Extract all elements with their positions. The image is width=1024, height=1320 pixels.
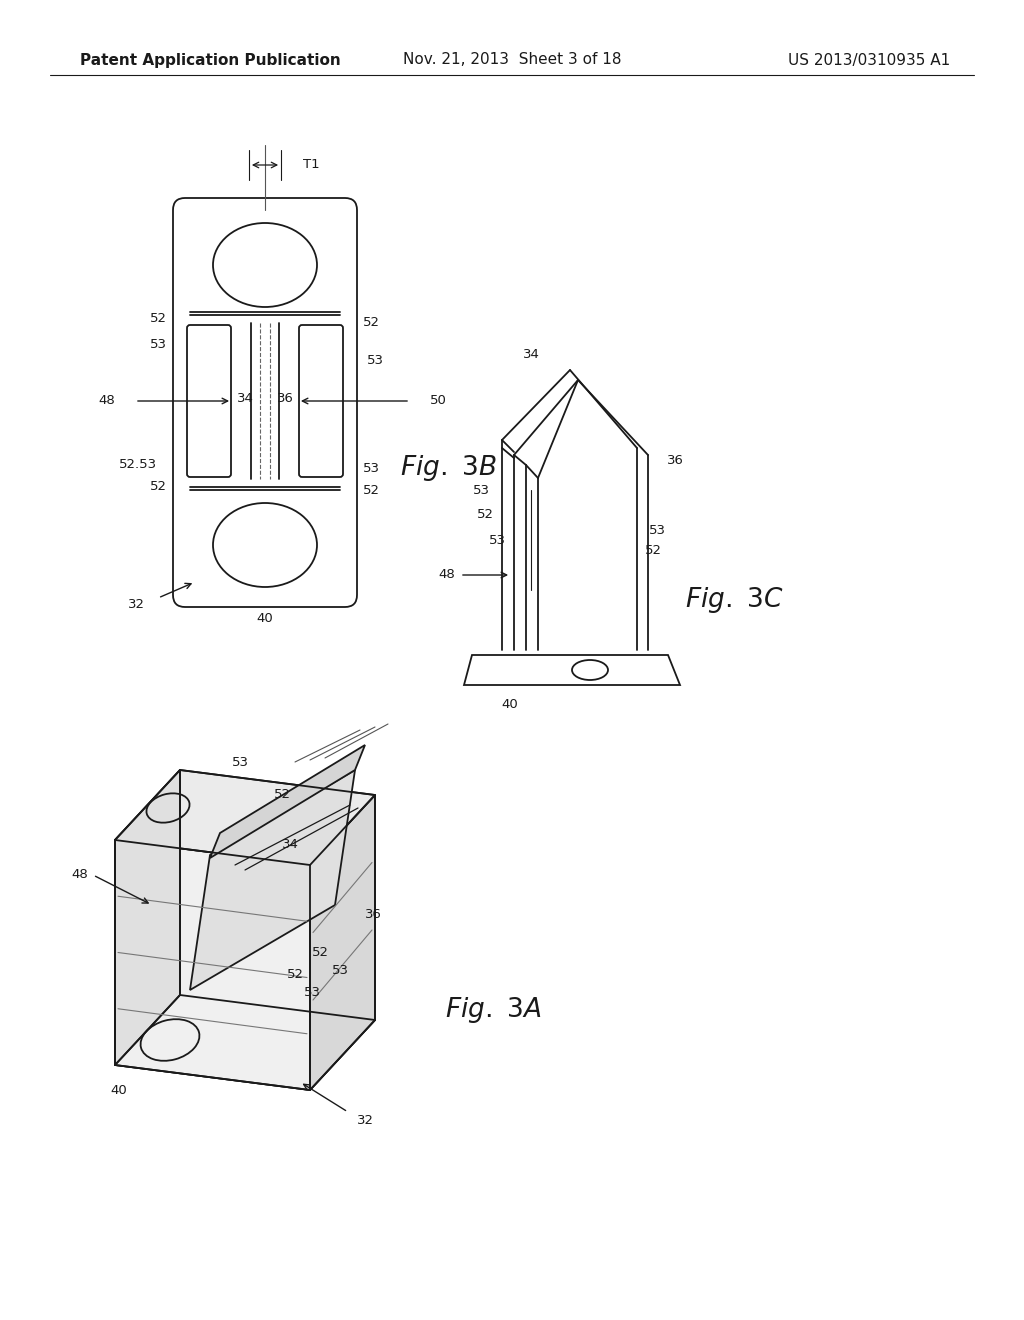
Text: 52: 52 xyxy=(645,544,662,557)
Text: $\mathit{Fig.}\ \mathit{3A}$: $\mathit{Fig.}\ \mathit{3A}$ xyxy=(445,995,542,1026)
Polygon shape xyxy=(310,795,375,1090)
Text: Patent Application Publication: Patent Application Publication xyxy=(80,53,341,67)
Text: 34: 34 xyxy=(523,348,540,362)
Text: 32: 32 xyxy=(356,1114,374,1126)
Text: 40: 40 xyxy=(110,1084,127,1097)
Text: 53: 53 xyxy=(473,483,490,496)
Text: 53: 53 xyxy=(489,533,506,546)
Text: 53: 53 xyxy=(303,986,321,999)
Polygon shape xyxy=(115,995,375,1090)
Text: 36: 36 xyxy=(276,392,294,404)
Text: 52: 52 xyxy=(477,508,494,521)
Text: 53: 53 xyxy=(150,338,167,351)
Text: 36: 36 xyxy=(365,908,382,921)
Text: 52: 52 xyxy=(273,788,291,801)
Text: 50: 50 xyxy=(430,395,446,408)
Text: 52: 52 xyxy=(311,945,329,958)
Polygon shape xyxy=(115,770,375,865)
Text: 53: 53 xyxy=(649,524,666,536)
Text: 48: 48 xyxy=(438,569,455,582)
Text: 53: 53 xyxy=(332,964,348,977)
Text: 53: 53 xyxy=(231,756,249,770)
Text: $\mathit{Fig.}\ \mathit{3C}$: $\mathit{Fig.}\ \mathit{3C}$ xyxy=(685,585,783,615)
Text: 52: 52 xyxy=(150,480,167,494)
Text: 34: 34 xyxy=(282,838,298,851)
Text: 53: 53 xyxy=(362,462,380,474)
Polygon shape xyxy=(190,770,355,990)
Text: 40: 40 xyxy=(502,698,518,711)
Text: 32: 32 xyxy=(128,598,145,611)
Text: 36: 36 xyxy=(667,454,684,466)
Text: 34: 34 xyxy=(237,392,253,404)
Text: 52: 52 xyxy=(150,312,167,325)
Polygon shape xyxy=(210,744,365,858)
Text: 48: 48 xyxy=(72,869,88,882)
Text: 40: 40 xyxy=(257,611,273,624)
Text: Nov. 21, 2013  Sheet 3 of 18: Nov. 21, 2013 Sheet 3 of 18 xyxy=(402,53,622,67)
Text: 52.53: 52.53 xyxy=(119,458,157,470)
Polygon shape xyxy=(115,770,180,1065)
Text: 53: 53 xyxy=(367,354,384,367)
Text: 52: 52 xyxy=(287,969,303,982)
Text: 52: 52 xyxy=(362,483,380,496)
Polygon shape xyxy=(115,840,310,1090)
Text: 48: 48 xyxy=(98,395,115,408)
Text: $\mathit{Fig.}\ \mathit{3B}$: $\mathit{Fig.}\ \mathit{3B}$ xyxy=(400,453,497,483)
Text: US 2013/0310935 A1: US 2013/0310935 A1 xyxy=(787,53,950,67)
Text: T1: T1 xyxy=(303,158,319,172)
Text: 52: 52 xyxy=(362,315,380,329)
